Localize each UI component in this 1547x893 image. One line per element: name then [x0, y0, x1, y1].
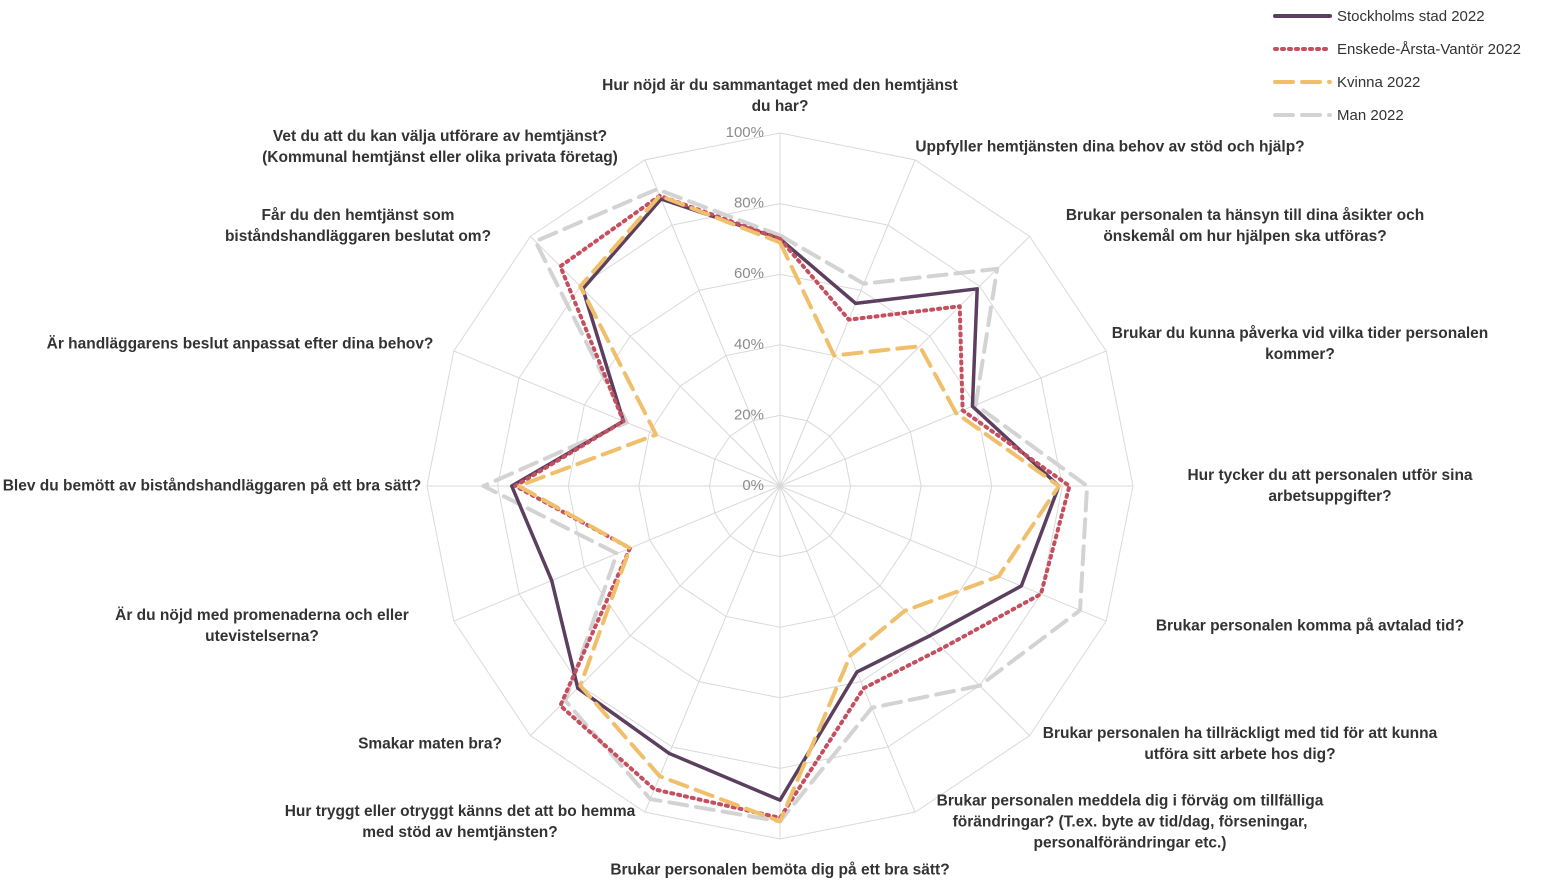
spoke: [530, 485, 781, 736]
category-label: Brukar personalen bemöta dig på ett bra …: [610, 861, 950, 879]
spoke: [644, 485, 781, 813]
category-label: Brukar personalen meddela dig i förväg o…: [936, 792, 1324, 852]
category-label: Hur tryggt eller otryggt känns det att b…: [284, 803, 636, 841]
category-label: Brukar du kunna påverka vid vilka tider …: [1111, 325, 1489, 363]
grid-ring: [708, 414, 852, 558]
grid-ring: [497, 203, 1063, 769]
category-label: Smakar maten bra?: [358, 735, 502, 753]
spoke: [453, 350, 781, 487]
category-label: Får du den hemtjänst som biståndshandläg…: [224, 207, 492, 245]
r-tick-label: 60%: [734, 265, 764, 282]
category-label: Hur nöjd är du sammantaget med den hemtj…: [602, 77, 958, 115]
category-label: Vet du att du kan välja utförare av hemt…: [262, 128, 618, 166]
category-label: Brukar personalen ta hänsyn till dina ås…: [1065, 207, 1425, 245]
spoke: [779, 350, 1107, 487]
legend-label: Stockholms stad 2022: [1337, 8, 1485, 25]
r-tick-label: 20%: [734, 406, 764, 423]
category-label: Hur tycker du att personalen utför sina …: [1187, 467, 1473, 505]
r-tick-label: 40%: [734, 336, 764, 353]
category-label: Är handläggarens beslut anpassat efter d…: [46, 335, 434, 353]
legend-label: Enskede-Årsta-Vantör 2022: [1337, 41, 1521, 58]
series-line: [509, 197, 1061, 802]
spoke: [779, 159, 916, 487]
spoke: [779, 485, 1107, 622]
category-label: Brukar personalen komma på avtalad tid?: [1155, 617, 1465, 635]
r-tick-label: 100%: [726, 124, 764, 141]
spoke: [530, 236, 781, 487]
series-line: [513, 193, 1072, 820]
category-label: Är du nöjd med promenaderna och eller ut…: [115, 607, 409, 645]
r-tick-label: 80%: [734, 195, 764, 212]
spoke: [644, 159, 781, 487]
grid-ring: [638, 344, 922, 628]
legend-label: Kvinna 2022: [1337, 74, 1420, 91]
legend-label: Man 2022: [1337, 107, 1404, 124]
category-label: Blev du bemött av biståndshandläggaren p…: [2, 477, 422, 495]
series-line: [516, 193, 1061, 824]
series-line: [481, 187, 1090, 824]
category-label: Uppfyller hemtjänsten dina behov av stöd…: [915, 138, 1305, 156]
r-tick-label: 0%: [742, 477, 764, 494]
category-label: Brukar personalen ha tillräckligt med ti…: [1042, 725, 1438, 763]
spoke: [779, 485, 916, 813]
grid-ring: [426, 132, 1134, 840]
spoke: [779, 236, 1030, 487]
